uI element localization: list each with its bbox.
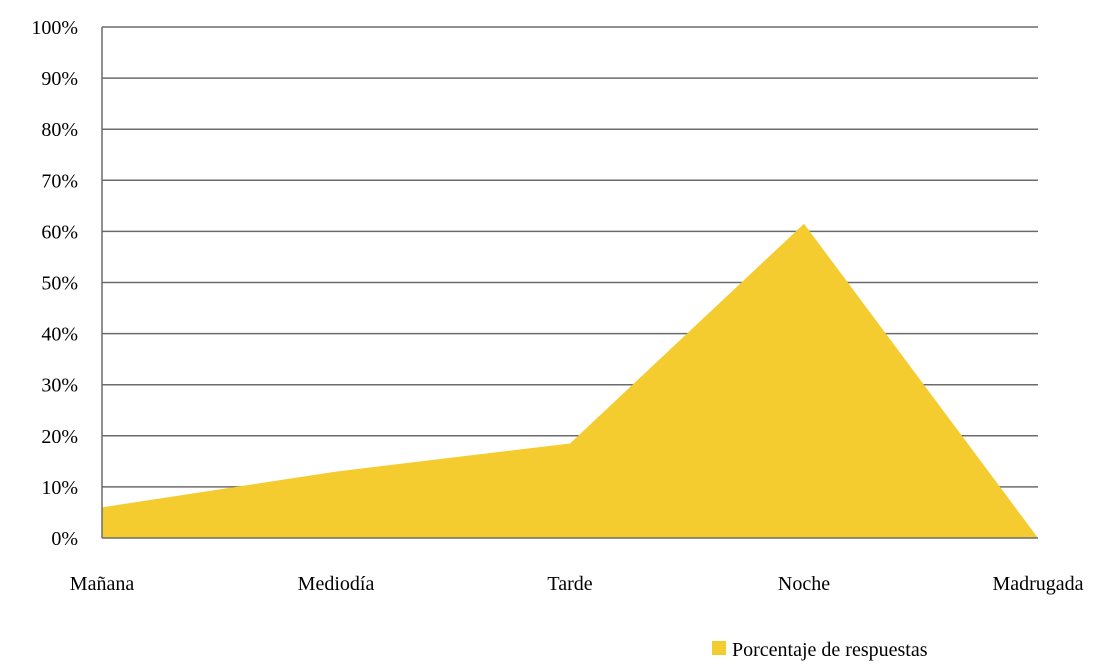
axis-layer — [101, 27, 1038, 539]
y-tick-label: 80% — [41, 119, 78, 141]
area-series-porcentaje — [102, 223, 1038, 539]
y-tick-label: 40% — [41, 324, 78, 346]
y-tick-label: 20% — [41, 426, 78, 448]
area-layer — [102, 223, 1038, 539]
grid-layer — [102, 26, 1038, 488]
x-tick-label: Mediodía — [298, 573, 375, 595]
x-tick-labels: Mañana Mediodía Tarde Noche Madrugada — [70, 573, 1084, 595]
y-tick-label: 30% — [41, 375, 78, 397]
x-tick-label: Tarde — [547, 573, 592, 595]
y-tick-label: 60% — [41, 221, 78, 243]
y-tick-label: 70% — [41, 170, 78, 192]
legend-swatch — [712, 641, 726, 655]
y-tick-label: 10% — [41, 477, 78, 499]
legend: Porcentaje de respuestas — [712, 639, 928, 661]
y-tick-label: 90% — [41, 68, 78, 90]
x-tick-label: Madrugada — [992, 573, 1083, 595]
y-tick-label: 50% — [41, 273, 78, 295]
y-tick-label: 100% — [31, 17, 78, 39]
legend-label: Porcentaje de respuestas — [732, 639, 928, 661]
y-tick-label: 0% — [51, 528, 78, 550]
x-tick-label: Mañana — [70, 573, 135, 595]
y-tick-labels: 0% 10% 20% 30% 40% 50% 60% 70% 80% 90% 100% — [31, 17, 78, 550]
x-tick-label: Noche — [778, 573, 830, 595]
